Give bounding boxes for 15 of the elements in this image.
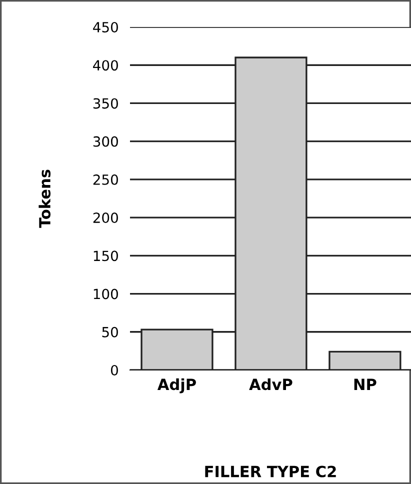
y-tick-label: 300	[93, 136, 118, 147]
y-tick-label: 150	[94, 250, 118, 262]
y-tick-label: 400	[93, 60, 118, 71]
y-tick-label: 100	[94, 288, 118, 300]
x-axis-title: FILLER TYPE C2	[205, 466, 336, 478]
y-tick-label: 200	[93, 212, 118, 224]
x-tick-label: NP	[354, 378, 376, 390]
y-axis-title: Tokens	[38, 170, 51, 228]
x-tick-label: AdjP	[157, 378, 196, 394]
y-tick-label: 0	[110, 364, 118, 376]
y-tick-label: 50	[102, 326, 118, 338]
y-tick-label: 350	[93, 98, 118, 109]
x-tick-label: AdvP	[249, 378, 292, 390]
y-tick-label: 450	[93, 22, 118, 32]
y-tick-label: 250	[93, 174, 118, 185]
